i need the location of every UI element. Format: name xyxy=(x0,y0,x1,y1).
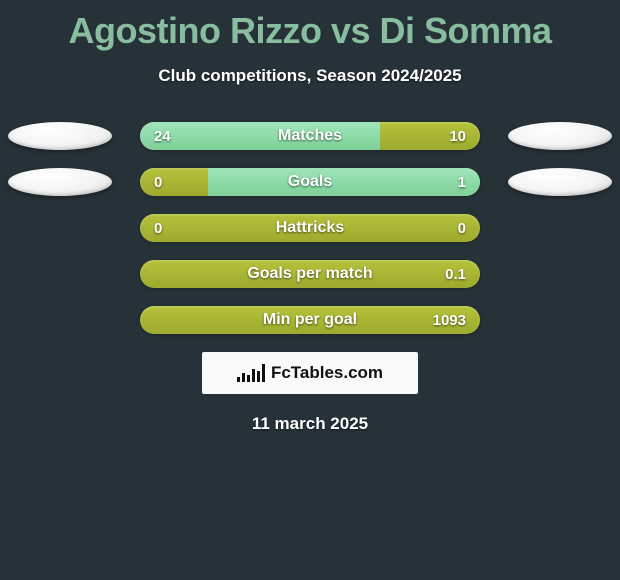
stat-bar-fill-left xyxy=(140,122,380,150)
subtitle: Club competitions, Season 2024/2025 xyxy=(0,66,620,86)
comparison-row: 01Goals xyxy=(0,168,620,196)
stat-bar-fill-right xyxy=(208,168,480,196)
comparison-row: 1093Min per goal xyxy=(0,306,620,334)
stat-bar: 01Goals xyxy=(140,168,480,196)
player-avatar-right xyxy=(508,168,612,196)
comparison-row: 0 0Hattricks xyxy=(0,214,620,242)
comparison-row: 2410Matches xyxy=(0,122,620,150)
player-avatar-left xyxy=(8,168,112,196)
brand-logo-icon xyxy=(237,364,265,382)
brand-text: FcTables.com xyxy=(271,363,383,383)
stat-value-right: 10 xyxy=(449,122,466,150)
brand-box: FcTables.com xyxy=(202,352,418,394)
stat-bar: 2410Matches xyxy=(140,122,480,150)
stat-bar: 0.1Goals per match xyxy=(140,260,480,288)
comparison-row: 0.1Goals per match xyxy=(0,260,620,288)
stat-label: Min per goal xyxy=(140,306,480,334)
player-avatar-left xyxy=(8,122,112,150)
stat-bar: 1093Min per goal xyxy=(140,306,480,334)
stat-label: Hattricks xyxy=(140,214,480,242)
player-avatar-right xyxy=(508,122,612,150)
page-title: Agostino Rizzo vs Di Somma xyxy=(0,0,620,52)
date-label: 11 march 2025 xyxy=(0,414,620,434)
stat-bar: 0 0Hattricks xyxy=(140,214,480,242)
comparison-rows: 2410Matches01Goals00Hattricks0.1Goals pe… xyxy=(0,122,620,334)
stat-value-left: 0 xyxy=(154,168,162,196)
stat-value-left: 0 xyxy=(154,214,162,242)
stat-value-right: 1093 xyxy=(433,306,466,334)
stat-value-right: 0.1 xyxy=(445,260,466,288)
stat-value-right: 0 xyxy=(458,214,466,242)
stat-label: Goals per match xyxy=(140,260,480,288)
